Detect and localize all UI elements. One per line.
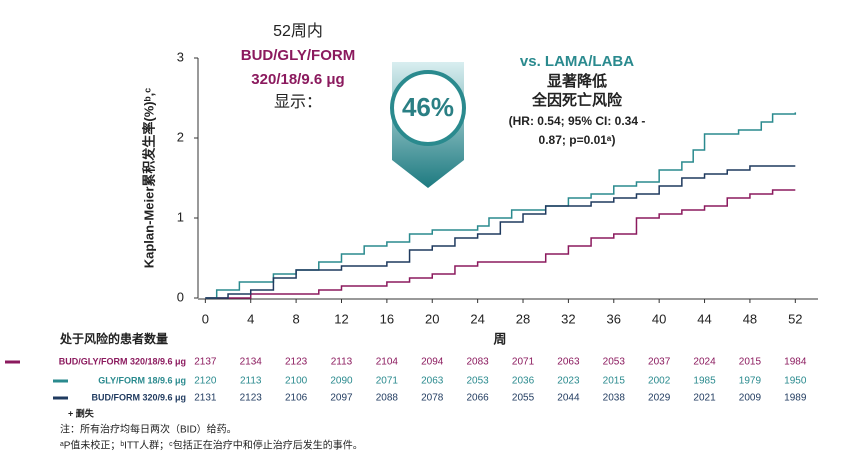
km-curve xyxy=(205,189,796,299)
highlight-value: 46% xyxy=(402,92,454,122)
risk-count: 2097 xyxy=(330,393,353,404)
risk-count: 2009 xyxy=(739,393,762,404)
annotation: vs. LAMA/LABA xyxy=(520,53,634,70)
risk-count: 2063 xyxy=(421,376,444,387)
km-curve xyxy=(205,112,797,299)
y-tick-label: 1 xyxy=(177,209,184,224)
annotation: 显著降低 xyxy=(547,72,607,90)
risk-count: 2055 xyxy=(512,393,535,404)
annotation: 0.87; p=0.01ᵃ) xyxy=(539,133,616,147)
legend-label: BUD/FORM 320/9.6 μg xyxy=(91,392,186,402)
x-tick-label: 28 xyxy=(516,311,530,326)
risk-count: 1984 xyxy=(784,357,807,368)
risk-count: 2002 xyxy=(648,376,671,387)
annotation: 320/18/9.6 μg xyxy=(251,71,344,88)
risk-count: 2066 xyxy=(467,393,490,404)
x-tick-label: 36 xyxy=(607,311,621,326)
risk-table-title: 处于风险的患者数量 xyxy=(59,331,168,346)
x-tick-label: 40 xyxy=(652,311,666,326)
x-tick-label: 52 xyxy=(788,311,802,326)
x-tick-label: 20 xyxy=(425,311,439,326)
risk-count: 2029 xyxy=(648,393,671,404)
x-tick-label: 16 xyxy=(380,311,394,326)
risk-count: 2113 xyxy=(331,357,353,368)
legend-label: BUD/GLY/FORM 320/18/9.6 μg xyxy=(59,356,186,366)
annotation: 全因死亡风险 xyxy=(531,91,623,109)
risk-count: 2100 xyxy=(285,376,308,387)
risk-count: 2015 xyxy=(603,376,626,387)
risk-count: 2021 xyxy=(693,393,716,404)
x-tick-label: 24 xyxy=(470,311,484,326)
risk-count: 2123 xyxy=(240,393,263,404)
risk-count: 2104 xyxy=(376,357,399,368)
y-axis-label: Kaplan-Meier累积发生率(%)ᵇ,ᶜ xyxy=(141,88,156,269)
risk-count: 2038 xyxy=(603,393,626,404)
legend-label: GLY/FORM 18/9.6 μg xyxy=(98,375,186,385)
highlight-circle xyxy=(390,70,466,146)
risk-count: 2036 xyxy=(512,376,535,387)
risk-count: 2024 xyxy=(693,357,716,368)
annotation: (HR: 0.54; 95% CI: 0.34 - xyxy=(509,114,646,128)
risk-count: 2078 xyxy=(421,393,444,404)
y-tick-label: 2 xyxy=(177,129,184,144)
risk-count: 2113 xyxy=(240,376,262,387)
risk-count: 2023 xyxy=(557,376,580,387)
risk-count: 2083 xyxy=(467,357,490,368)
risk-count: 2137 xyxy=(194,357,217,368)
censor-legend: + 删失 xyxy=(68,407,95,418)
risk-count: 2094 xyxy=(421,357,444,368)
risk-count: 2015 xyxy=(739,357,762,368)
annotation: 52周内 xyxy=(273,22,323,40)
risk-count: 2123 xyxy=(285,357,308,368)
risk-count: 2120 xyxy=(194,376,217,387)
note: 注：所有治疗均每日两次（BID）给药。 xyxy=(60,423,237,436)
risk-count: 2053 xyxy=(603,357,626,368)
x-tick-label: 48 xyxy=(743,311,757,326)
risk-count: 1985 xyxy=(693,376,716,387)
risk-count: 2071 xyxy=(512,357,535,368)
risk-count: 2088 xyxy=(376,393,399,404)
risk-count: 2053 xyxy=(467,376,490,387)
y-tick-label: 3 xyxy=(177,49,184,64)
x-tick-label: 32 xyxy=(561,311,575,326)
x-tick-label: 4 xyxy=(247,311,254,326)
km-curve xyxy=(205,165,796,299)
x-tick-label: 12 xyxy=(334,311,348,326)
y-tick-label: 0 xyxy=(177,289,184,304)
risk-count: 1979 xyxy=(739,376,762,387)
risk-count: 1950 xyxy=(784,376,807,387)
x-axis-label: 周 xyxy=(493,331,506,346)
risk-count: 2090 xyxy=(330,376,353,387)
risk-count: 2071 xyxy=(376,376,399,387)
x-tick-label: 44 xyxy=(697,311,711,326)
annotation: 显示： xyxy=(274,94,322,111)
annotation: BUD/GLY/FORM xyxy=(241,47,355,64)
x-tick-label: 8 xyxy=(292,311,299,326)
risk-count: 2044 xyxy=(557,393,580,404)
x-tick-label: 0 xyxy=(202,311,209,326)
note: ᵃP值未校正；ᵇITT人群；ᶜ包括正在治疗中和停止治疗后发生的事件。 xyxy=(60,439,363,452)
risk-count: 1989 xyxy=(784,393,807,404)
risk-count: 2106 xyxy=(285,393,308,404)
risk-count: 2131 xyxy=(194,393,217,404)
risk-count: 2037 xyxy=(648,357,671,368)
risk-count: 2134 xyxy=(240,357,263,368)
risk-count: 2063 xyxy=(557,357,580,368)
